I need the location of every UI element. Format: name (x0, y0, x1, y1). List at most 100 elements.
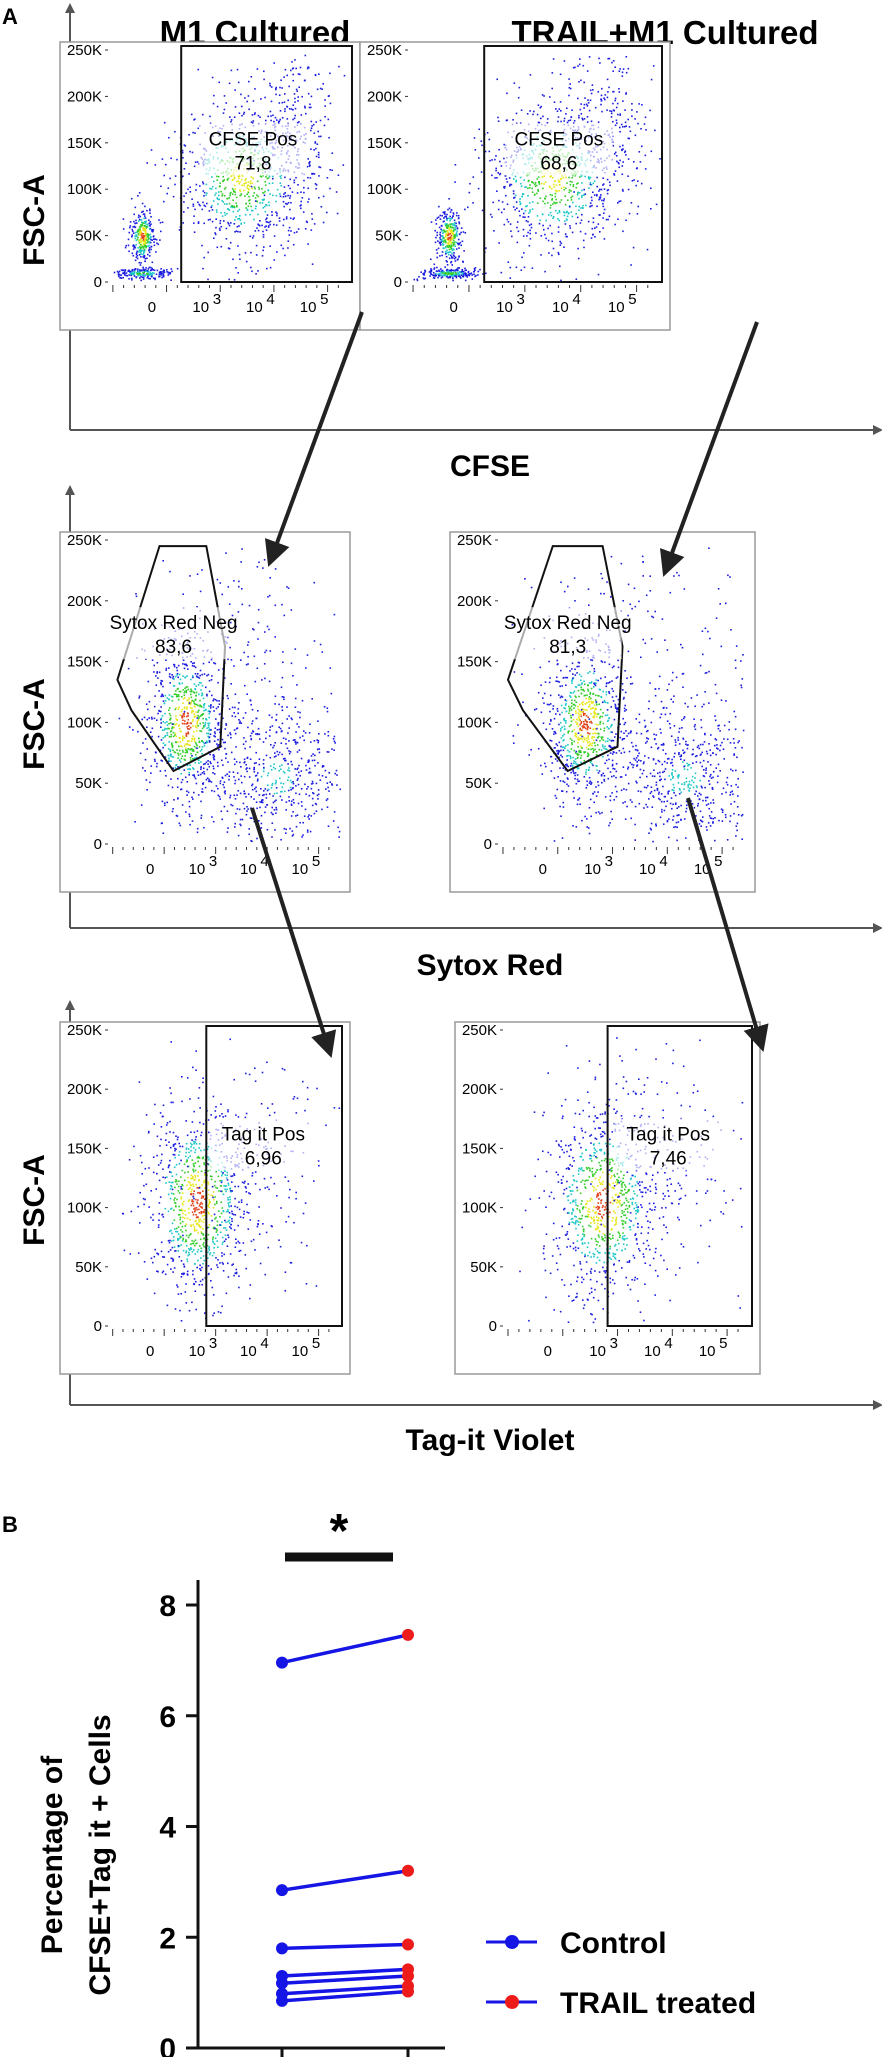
event-dot (300, 114, 303, 116)
event-dot (153, 758, 156, 761)
event-dot (118, 717, 121, 720)
event-dot (144, 222, 147, 225)
event-dot (564, 769, 567, 771)
event-dot (314, 754, 316, 757)
event-dot (440, 268, 442, 270)
event-dot (144, 215, 146, 217)
event-dot (592, 234, 594, 236)
event-dot (552, 247, 555, 250)
event-dot (142, 253, 144, 256)
event-dot (542, 200, 544, 203)
event-dot (583, 81, 585, 84)
event-dot (163, 270, 165, 272)
event-dot (165, 659, 167, 661)
event-dot (176, 674, 178, 676)
event-dot (207, 722, 209, 725)
x-tick-exponent: 5 (628, 291, 636, 308)
event-dot (545, 195, 547, 198)
event-dot (150, 248, 152, 251)
event-dot (225, 102, 227, 104)
event-dot (279, 193, 281, 195)
event-dot (158, 271, 161, 274)
event-dot (136, 235, 138, 238)
event-dot (137, 236, 139, 239)
event-dot (276, 214, 278, 217)
event-dot (208, 722, 211, 724)
event-dot (151, 659, 154, 661)
event-dot (160, 717, 163, 719)
event-dot (259, 806, 261, 809)
event-dot (170, 268, 173, 270)
event-dot (215, 192, 217, 195)
event-dot (650, 187, 652, 190)
event-dot (598, 57, 600, 60)
event-dot (127, 244, 130, 247)
event-dot (589, 671, 591, 673)
event-dot (558, 750, 561, 752)
event-dot (134, 235, 136, 237)
event-dot (160, 695, 162, 698)
y-tick-label: 150K (457, 654, 492, 671)
event-dot (438, 241, 441, 244)
event-dot (308, 198, 310, 200)
event-dot (227, 697, 229, 700)
event-dot (254, 788, 256, 790)
event-dot (616, 708, 618, 711)
event-dot (201, 692, 203, 695)
event-dot (462, 260, 464, 263)
event-dot (170, 279, 172, 281)
event-dot (269, 729, 271, 731)
event-dot (231, 715, 234, 717)
event-dot (215, 707, 218, 710)
event-dot (480, 171, 483, 173)
event-dot (624, 150, 627, 152)
event-dot (211, 816, 213, 818)
event-dot (188, 725, 190, 727)
plot-frame (359, 41, 671, 331)
event-dot (241, 548, 243, 550)
event-dot (210, 679, 213, 681)
event-dot (265, 225, 267, 227)
event-dot (643, 123, 646, 125)
event-dot (143, 716, 146, 719)
event-dot (436, 266, 438, 269)
event-dot (153, 717, 156, 720)
event-dot (586, 70, 589, 72)
event-dot (601, 781, 603, 784)
event-dot (134, 268, 137, 270)
event-dot (453, 237, 456, 239)
event-dot (196, 720, 199, 723)
event-dot (204, 723, 206, 726)
event-dot (448, 237, 451, 239)
event-dot (222, 180, 224, 182)
event-dot (186, 743, 188, 746)
event-dot (622, 144, 624, 147)
event-dot (619, 114, 621, 116)
event-dot (624, 109, 626, 111)
event-dot (165, 163, 167, 166)
event-dot (451, 252, 453, 255)
event-dot (260, 801, 263, 804)
event-dot (150, 236, 152, 238)
event-dot (606, 726, 608, 728)
event-dot (214, 698, 217, 701)
event-dot (176, 695, 179, 698)
event-dot (202, 201, 204, 204)
event-dot (287, 240, 290, 242)
event-dot (610, 110, 613, 113)
event-dot (549, 211, 552, 214)
event-dot (268, 714, 271, 716)
event-dot (608, 181, 611, 184)
event-dot (622, 148, 624, 150)
event-dot (178, 745, 180, 748)
event-dot (176, 815, 179, 817)
event-dot (463, 274, 465, 277)
event-dot (559, 780, 562, 782)
event-dot (312, 792, 315, 795)
event-dot (595, 682, 597, 685)
event-dot (266, 774, 269, 777)
event-dot (551, 194, 553, 197)
event-dot (142, 228, 144, 230)
event-dot (553, 186, 556, 188)
